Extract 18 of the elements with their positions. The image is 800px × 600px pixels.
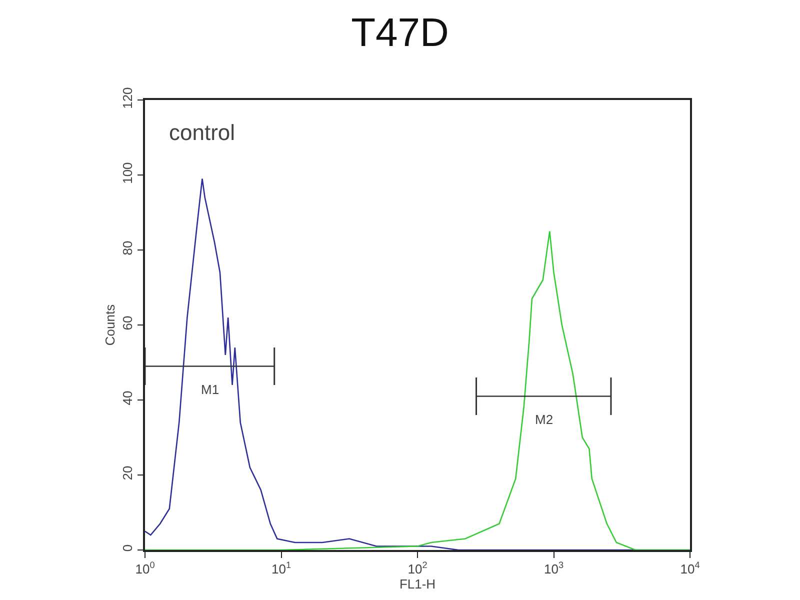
x-tick-label: 10$^{4}$ bbox=[680, 560, 700, 576]
annotation: control bbox=[169, 120, 236, 145]
x-tick-label: 10$^{0}$ bbox=[135, 560, 155, 576]
x-tick-label: 10$^{1}$ bbox=[271, 560, 292, 576]
y-tick-label: 20 bbox=[120, 466, 136, 480]
chart-title: T47D bbox=[351, 11, 449, 55]
y-tick-label: 40 bbox=[120, 390, 136, 406]
y-axis-title: Counts bbox=[102, 304, 118, 346]
y-tick-label: 100 bbox=[120, 162, 136, 184]
x-tick-label: 10$^{3}$ bbox=[544, 560, 564, 576]
y-tick-label: 120 bbox=[120, 87, 136, 109]
annotation: M2 bbox=[535, 412, 554, 427]
annotation: M1 bbox=[201, 382, 220, 397]
y-tick-label: 0 bbox=[120, 544, 136, 552]
x-axis-title: FL1-H bbox=[399, 576, 436, 592]
x-tick-label: 10$^{2}$ bbox=[408, 560, 428, 576]
y-tick-label: 80 bbox=[120, 240, 136, 256]
y-tick-label: 60 bbox=[120, 316, 136, 330]
